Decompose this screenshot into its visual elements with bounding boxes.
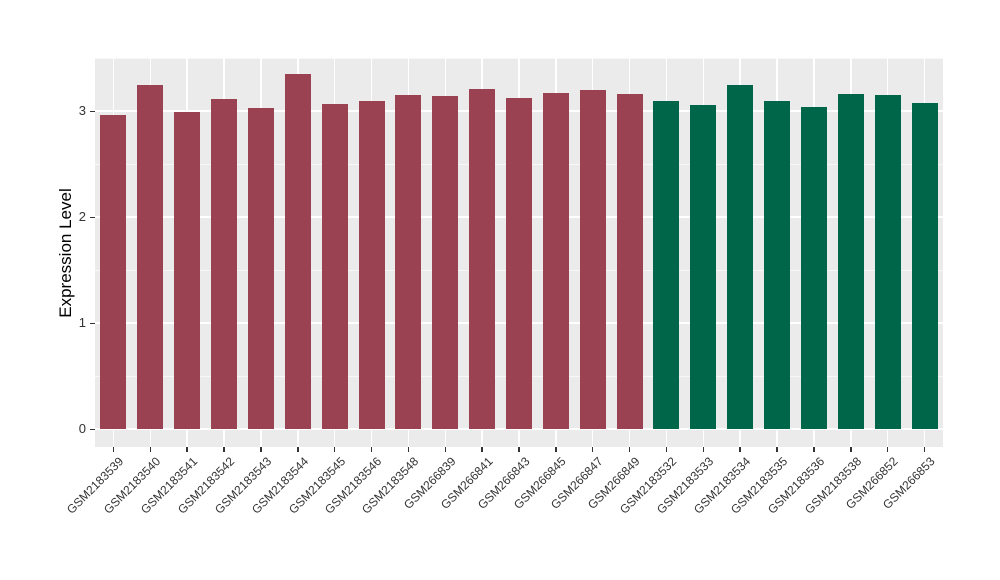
bar [321,103,348,429]
bar [837,94,864,429]
x-axis-tick [776,447,778,452]
x-axis-tick [186,447,188,452]
y-tick-label: 0 [78,421,86,436]
bar [579,89,606,429]
y-axis-tick [90,110,95,112]
bar [542,92,569,429]
x-axis-tick [444,447,446,452]
bar [174,112,201,429]
x-axis-tick [370,447,373,452]
x-axis-tick [112,447,115,452]
bar [137,84,164,429]
x-axis-tick [702,447,705,452]
x-axis-tick [886,447,889,452]
bar [395,95,422,429]
x-axis-tick [850,447,852,452]
bar [247,107,274,429]
bar [358,101,385,429]
bar [100,115,127,429]
x-axis-tick [923,447,926,452]
x-axis-tick [407,447,410,452]
bar [874,95,901,429]
x-axis-tick [481,447,483,452]
y-axis-tick [90,322,95,324]
bar [469,88,496,429]
bar [764,101,791,429]
x-axis-tick [665,447,668,452]
bar [911,102,938,429]
y-axis-tick [90,428,95,430]
y-tick-label: 1 [78,315,86,330]
x-axis-tick [297,447,299,452]
x-axis-tick [591,447,594,452]
bar [690,104,717,429]
x-axis-tick [223,447,225,452]
bar [800,106,827,429]
plot-panel [95,58,943,447]
bar [211,99,238,429]
y-axis-title: Expression Level [56,187,75,318]
x-axis-tick [555,447,557,452]
y-tick-label: 3 [78,103,86,118]
x-axis-tick [518,447,520,452]
x-axis-tick [333,447,336,452]
x-axis-tick [149,447,152,452]
x-axis-tick [628,447,631,452]
y-axis-tick [90,216,95,218]
y-tick-label: 2 [78,209,86,224]
bar [432,96,459,429]
bar [616,94,643,429]
bar [506,98,532,429]
bar [653,101,680,429]
x-axis-tick [739,447,741,452]
bar [727,84,754,429]
bar [284,73,311,429]
x-axis-tick [260,447,262,452]
x-axis-tick [813,447,815,452]
